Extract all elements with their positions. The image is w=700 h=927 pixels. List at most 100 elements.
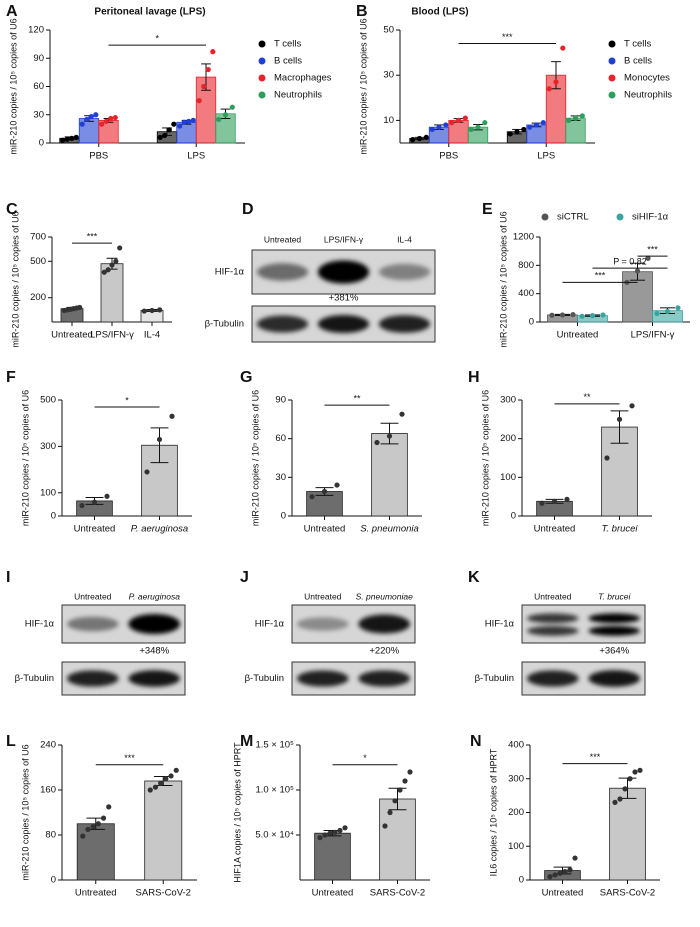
blot-band <box>296 617 349 631</box>
data-point <box>533 122 540 128</box>
panel-letter: B <box>356 3 368 20</box>
row-label: HIF-1α <box>255 619 285 630</box>
blot-band <box>588 625 641 636</box>
data-point <box>579 313 585 319</box>
data-point <box>600 312 606 318</box>
data-point <box>449 120 455 126</box>
significance-label: *** <box>647 245 658 255</box>
significance-label: * <box>363 753 367 763</box>
y-axis-label: miR-210 copies / 10⁵ copies of U6 <box>250 390 260 526</box>
blot-band <box>526 625 579 636</box>
y-axis-label: HIF1A copies / 10⁵ copies of HPRT <box>232 742 242 883</box>
y-tick-label: 100 <box>40 487 56 498</box>
y-tick-label: 30 <box>275 472 286 483</box>
data-point <box>627 776 633 782</box>
y-tick-label: 400 <box>518 288 534 299</box>
data-point <box>64 136 70 142</box>
data-point <box>144 469 150 475</box>
y-tick-label: 60 <box>33 81 44 92</box>
panel-letter: L <box>6 733 16 750</box>
blot-band <box>128 613 181 635</box>
row-label: β-Tubulin <box>15 673 54 684</box>
panel-letter: H <box>468 369 480 386</box>
data-point <box>616 416 623 422</box>
lane-label: S. pneumoniae <box>356 591 413 601</box>
lane-label: Untreated <box>264 234 302 244</box>
y-tick-label: 1200 <box>513 232 534 243</box>
bar <box>379 798 416 881</box>
significance-label: P = 0.82 <box>613 257 647 267</box>
y-tick-label: 50 <box>383 25 394 36</box>
legend-label: Neutrophils <box>274 90 322 101</box>
data-point <box>443 122 449 128</box>
data-point <box>629 403 635 409</box>
significance-label: *** <box>590 752 601 762</box>
data-point <box>99 121 105 127</box>
y-tick-label: 160 <box>40 785 56 796</box>
data-point <box>205 66 211 73</box>
legend-marker <box>608 91 616 99</box>
error-bar <box>388 787 407 811</box>
data-point <box>77 304 83 311</box>
data-point <box>507 131 513 137</box>
data-point <box>337 827 343 834</box>
data-point <box>322 832 328 838</box>
data-point <box>552 872 558 878</box>
y-tick-label: 90 <box>275 395 286 406</box>
panel-letter: I <box>6 569 10 586</box>
data-point <box>482 120 488 126</box>
blot-frame <box>521 604 646 644</box>
legend-label: Neutrophils <box>624 90 672 101</box>
data-point <box>675 305 681 311</box>
legend-label: siCTRL <box>557 212 589 223</box>
data-point <box>374 439 380 446</box>
data-point <box>210 49 216 55</box>
panel-letter: N <box>470 733 482 750</box>
blot-band <box>128 670 181 687</box>
legend-marker <box>258 40 266 48</box>
data-point <box>540 120 546 126</box>
data-point <box>402 778 408 784</box>
data-point <box>564 496 570 502</box>
row-label: HIF-1α <box>215 267 245 278</box>
data-point <box>101 269 107 275</box>
fold-change: +220% <box>369 646 399 657</box>
panel-letter: J <box>240 569 249 586</box>
data-point <box>177 123 183 129</box>
data-point <box>321 488 328 495</box>
blot-band <box>588 613 641 624</box>
significance-label: *** <box>124 753 135 763</box>
data-point <box>342 825 348 831</box>
data-point <box>604 455 610 461</box>
data-point <box>106 804 112 810</box>
y-tick-label: 200 <box>508 807 524 818</box>
x-tick-label: S. pneumonia <box>360 524 419 535</box>
bar <box>371 433 408 517</box>
data-point <box>196 98 202 104</box>
panel-letter: K <box>468 569 480 586</box>
blot-band <box>526 670 579 687</box>
x-tick-label: Untreated <box>557 330 599 341</box>
legend-marker <box>258 57 266 65</box>
row-label: β-Tubulin <box>205 319 244 330</box>
lane-label: Untreated <box>534 591 572 601</box>
data-point <box>429 126 435 133</box>
data-point <box>566 117 572 123</box>
data-point <box>109 262 115 268</box>
chart-title: Peritoneal lavage (LPS) <box>94 7 205 18</box>
y-tick-label: 240 <box>40 740 56 751</box>
data-point <box>163 776 169 782</box>
data-point <box>468 126 474 133</box>
data-point <box>407 769 413 775</box>
x-tick-label: SARS-CoV-2 <box>370 888 425 899</box>
data-point <box>79 502 85 509</box>
y-tick-label: 300 <box>40 441 56 452</box>
data-point <box>309 494 315 500</box>
y-tick-label: 30 <box>33 109 44 120</box>
data-point <box>327 830 333 836</box>
x-tick-label: PBS <box>89 151 108 162</box>
y-tick-label: 0 <box>51 511 56 522</box>
data-point <box>612 799 618 805</box>
data-point <box>332 829 338 835</box>
data-point <box>157 134 163 140</box>
